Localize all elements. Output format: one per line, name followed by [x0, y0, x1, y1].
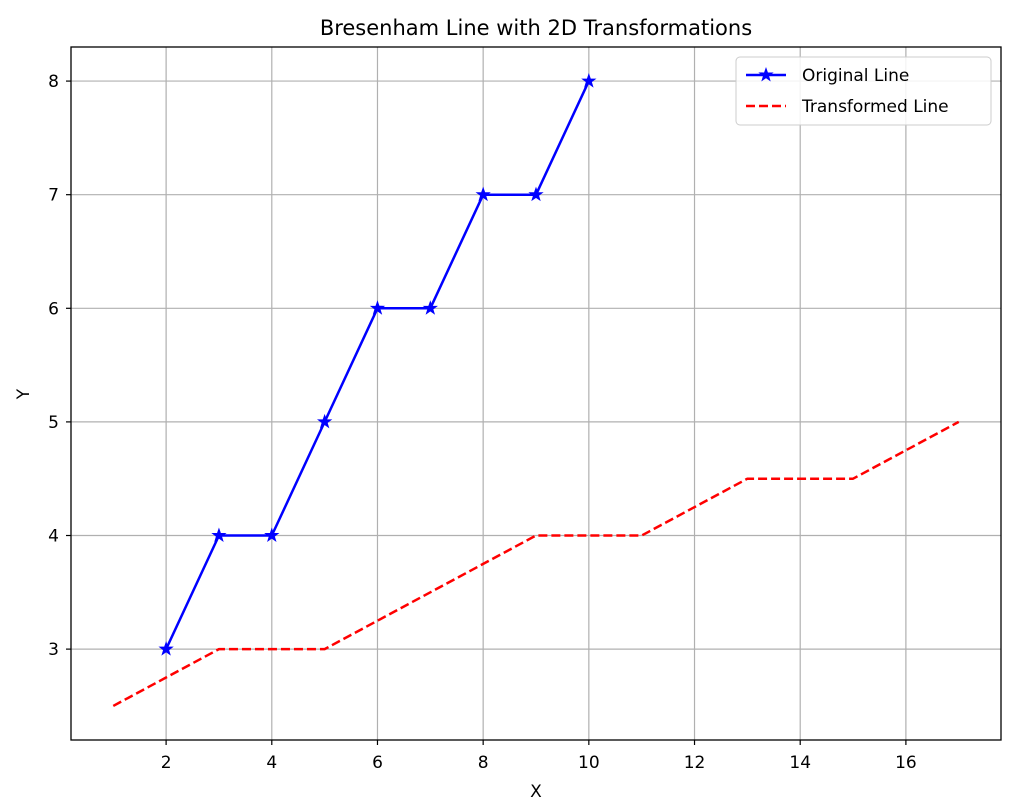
x-tick-label: 14	[789, 753, 811, 773]
x-tick-label: 10	[578, 753, 600, 773]
chart-title: Bresenham Line with 2D Transformations	[320, 16, 752, 40]
x-axis-title: X	[530, 782, 542, 799]
y-tick-label: 4	[48, 527, 59, 547]
data-point-star-marker	[369, 300, 386, 315]
x-tick-label: 4	[266, 753, 277, 773]
y-tick-label: 5	[48, 413, 59, 433]
axis-ticks: 2 4 6 8 10 12 14 16 3 4 5 6 7 8	[48, 72, 917, 773]
x-tick-label: 16	[895, 753, 917, 773]
x-tick-label: 6	[372, 753, 383, 773]
y-tick-label: 7	[48, 186, 59, 206]
legend-box	[735, 56, 992, 126]
legend-label-original-line: Original Line	[802, 66, 909, 86]
data-point-star-marker	[264, 527, 280, 543]
data-point-star-marker	[581, 73, 597, 88]
legend-label-transformed-line: Transformed Line	[801, 97, 949, 117]
series-line-transformed-line	[112, 420, 960, 708]
data-point-star-marker	[317, 413, 333, 429]
legend-swatch-star-marker	[758, 66, 774, 82]
x-tick-label: 8	[478, 753, 489, 773]
data-point-star-marker	[211, 527, 227, 543]
series-layer	[112, 73, 960, 708]
plot-area-frame	[70, 46, 1002, 741]
y-tick-label: 8	[48, 72, 59, 92]
x-tick-label: 12	[684, 753, 706, 773]
data-point-star-marker	[422, 300, 438, 315]
y-tick-label: 3	[48, 640, 59, 660]
data-point-star-marker	[158, 641, 174, 656]
data-point-star-marker	[475, 186, 491, 202]
grid	[71, 47, 1001, 740]
x-tick-label: 2	[161, 753, 172, 773]
data-point-star-marker	[528, 186, 544, 202]
y-tick-label: 6	[48, 299, 59, 319]
legend: Original Line Transformed Line	[735, 56, 992, 126]
y-axis-title: Y	[14, 388, 34, 400]
